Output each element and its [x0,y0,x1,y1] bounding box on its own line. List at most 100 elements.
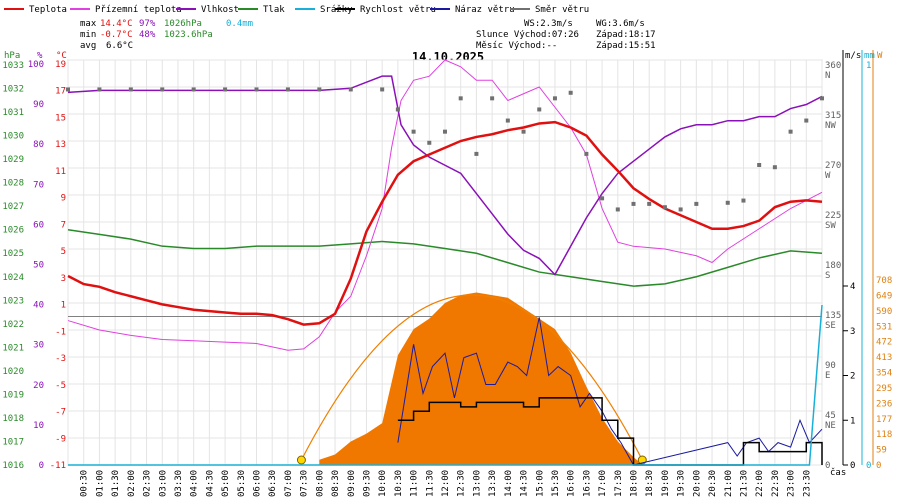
time-tick: 03:30 [174,470,184,497]
wind-direction-point [458,96,463,101]
solar-unit: W [877,51,883,61]
pressure-tick: 1029 [2,155,24,165]
time-tick: 21:00 [724,470,734,497]
wind-direction-point [505,118,510,123]
temperature-tick: 13 [55,140,66,150]
stats-block: max 14.4°C 97% 1026hPa 0.4mm min -0.7°C … [80,19,656,64]
solar-tick: 295 [876,384,892,394]
humidity-unit: % [37,51,43,61]
temperature-tick: -9 [55,434,66,444]
direction-tick: 45 [825,411,836,421]
time-tick: 04:30 [205,470,215,497]
solar-tick: 177 [876,415,892,425]
axis-headers: hPa % °C m/s mm W čas [4,51,883,478]
humidity-line [67,75,823,276]
wind-direction-point [411,129,416,134]
time-tick: 15:30 [551,470,561,497]
time-tick: 18:30 [645,470,655,497]
humidity-tick: 90 [33,100,44,110]
direction-tick: 270 [825,161,841,171]
time-tick: 19:00 [661,470,671,497]
pressure-tick: 1016 [2,461,24,471]
wind-direction-point [160,87,165,92]
pressure-tick: 1032 [2,85,24,95]
wind-direction-point [584,151,589,156]
solar-tick: 236 [876,399,892,409]
temperature-tick: 15 [55,113,66,123]
time-tick: 09:30 [362,470,372,497]
wind-direction-point [552,96,557,101]
wind-direction-point [97,87,102,92]
solar-radiation-area [319,292,643,465]
stat-avg-temp: 6.6°C [106,41,133,51]
temperature-tick: -11 [50,461,66,471]
time-tick: 14:30 [520,470,530,497]
wind-tick: 0 [850,461,855,471]
time-tick: 07:30 [300,470,310,497]
solar-tick: 0 [876,461,881,471]
direction-tick-cardinal: NE [825,421,836,431]
wind-gust-line [397,317,823,466]
solar-tick: 531 [876,322,892,332]
pressure-tick: 1018 [2,414,24,424]
temperature-unit: °C [56,51,67,61]
wind-direction-point [317,87,322,92]
time-tick: 02:30 [143,470,153,497]
info-wg: WG:3.6m/s [596,19,645,29]
legend-label: Rychlost větru [360,5,436,15]
time-tick: 13:30 [488,470,498,497]
temperature-tick: -1 [55,327,66,337]
wind-direction-point [568,90,573,95]
solar-tick: 354 [876,369,892,379]
stat-max-label: max [80,19,97,29]
time-tick: 09:00 [347,470,357,497]
direction-tick-cardinal: S [825,271,830,281]
time-tick: 04:00 [190,470,200,497]
time-tick: 10:00 [378,470,388,497]
solar-tick: 413 [876,353,892,363]
wind-direction-point [254,87,259,92]
sun-arc [300,294,643,461]
wind-tick: 2 [850,372,855,382]
time-tick: 21:30 [739,470,749,497]
wind-direction-point [66,87,70,92]
temperature-tick: 19 [55,60,66,70]
axes: 1033103210311030102910281027102610251024… [2,50,892,497]
time-tick: 11:30 [425,470,435,497]
stat-min-press: 1023.6hPa [164,30,213,40]
pressure-tick: 1026 [2,226,24,236]
sunrise-marker [296,455,306,465]
wind-tick: 1 [850,416,855,426]
time-tick: 18:00 [630,470,640,497]
stat-min-label: min [80,30,96,40]
wind-unit: m/s [845,51,861,61]
solar-tick: 118 [876,430,892,440]
humidity-tick: 80 [33,140,44,150]
humidity-tick: 50 [33,261,44,271]
time-tick: 08:00 [315,470,325,497]
x-axis-label: čas [830,467,846,478]
legend-label: Teplota [29,5,67,15]
direction-tick-cardinal: NW [825,121,836,131]
legend-label: Vlhkost [201,5,239,15]
wind-direction-point [788,129,793,134]
direction-tick: 225 [825,211,841,221]
direction-tick-cardinal: SW [825,221,836,231]
wind-direction-point [615,207,620,212]
legend-label: Směr větru [535,5,589,15]
wind-direction-point [348,87,353,92]
solar-tick: 708 [876,276,892,286]
pressure-tick: 1022 [2,320,24,330]
direction-tick: 90 [825,361,836,371]
solar-area [296,292,647,465]
temperature-tick: -5 [55,381,66,391]
wind-direction-point [521,129,526,134]
time-tick: 01:00 [95,470,105,497]
time-tick: 22:30 [771,470,781,497]
pressure-tick: 1019 [2,390,24,400]
stat-max-hum: 97% [139,19,156,29]
direction-tick: 360 [825,61,841,71]
wind-direction-point [741,198,746,203]
temperature-tick: 9 [61,194,66,204]
